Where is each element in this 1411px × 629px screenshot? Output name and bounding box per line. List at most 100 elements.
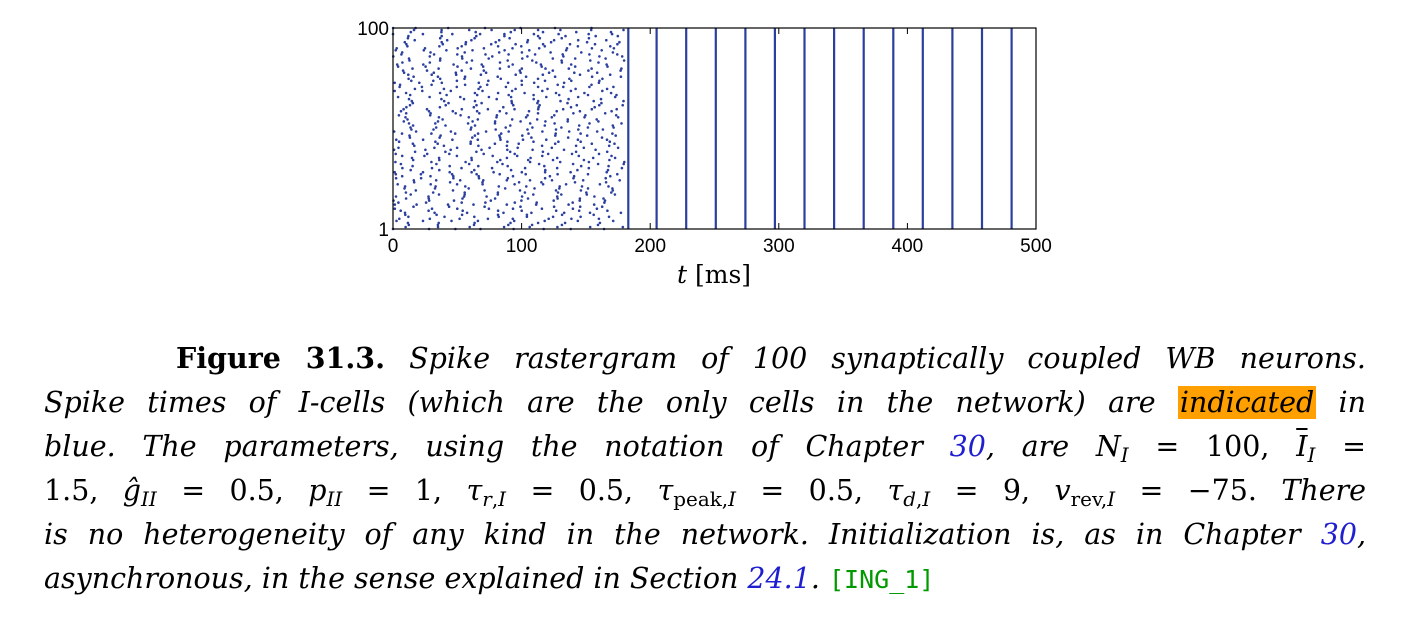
spike-dot	[460, 69, 464, 72]
spike-dot	[398, 85, 401, 89]
spike-dot	[430, 132, 433, 135]
spike-dot	[550, 146, 554, 150]
chapter-link[interactable]: 30	[949, 430, 986, 463]
spike-dot	[520, 51, 524, 54]
y-tick-label: 100	[357, 19, 389, 40]
chapter-link-2[interactable]: 30	[1320, 518, 1357, 551]
spike-dot	[557, 32, 560, 36]
spike-dot	[463, 193, 467, 196]
spike-dot	[518, 189, 522, 192]
spike-dot	[404, 213, 407, 217]
spike-dot	[578, 73, 582, 76]
spike-dot	[541, 154, 544, 158]
param-ni: NI = 100,	[1095, 430, 1270, 467]
spike-dot	[550, 179, 554, 182]
spike-dot	[603, 199, 607, 202]
spike-dot	[478, 112, 481, 115]
spike-dot	[559, 28, 562, 32]
spike-dot	[429, 183, 433, 186]
spike-dot	[469, 128, 473, 131]
spike-dot	[580, 185, 584, 188]
caption-text-5c: ,	[1356, 518, 1367, 551]
spike-dot	[548, 174, 552, 178]
spike-dot	[408, 103, 412, 107]
spike-dot	[525, 215, 529, 219]
spike-dot	[595, 71, 599, 74]
spike-dot	[567, 130, 571, 133]
spike-dot	[568, 42, 572, 46]
spike-dot	[572, 176, 575, 180]
spike-dot	[578, 199, 581, 202]
spike-dot	[611, 187, 614, 190]
spike-dot	[470, 126, 473, 129]
spike-dot	[424, 201, 428, 204]
spike-dot	[484, 130, 488, 133]
spike-dot	[575, 103, 579, 107]
spike-dot	[576, 138, 580, 141]
spike-dot	[615, 107, 618, 111]
spike-dot	[585, 40, 589, 44]
spike-dot	[499, 77, 503, 81]
spike-dot	[480, 63, 484, 66]
spike-dot	[476, 219, 480, 223]
spike-dot	[618, 179, 621, 182]
spike-dot	[554, 128, 558, 131]
spike-dot	[461, 209, 465, 212]
spike-dot	[427, 209, 430, 212]
spike-dot	[588, 85, 591, 89]
spike-dot	[597, 61, 600, 64]
spike-dot	[475, 172, 478, 176]
spike-dot	[605, 63, 608, 66]
spike-dot	[475, 109, 479, 113]
spike-dot	[523, 91, 526, 95]
caption-line-5: is no heterogeneity of any kind in the n…	[44, 513, 1366, 557]
spike-dot	[462, 195, 466, 198]
spike-dot	[466, 122, 470, 125]
spike-dot	[528, 122, 532, 125]
spike-dot	[600, 101, 603, 105]
spike-dot	[596, 162, 600, 166]
spike-dot	[514, 73, 517, 76]
spike-dot	[448, 170, 452, 174]
spike-dot	[472, 203, 475, 206]
spike-dot	[400, 174, 404, 178]
spike-dot	[504, 126, 508, 129]
spike-dot	[539, 63, 543, 66]
section-link[interactable]: 24.1	[747, 562, 811, 595]
spike-dot	[452, 174, 455, 178]
spike-dot	[422, 49, 426, 52]
spike-dot	[576, 95, 580, 99]
spike-dot	[587, 32, 590, 36]
spike-dot	[622, 99, 625, 103]
x-axis-unit: [ms]	[695, 260, 751, 289]
code-tag: [ING_1]	[829, 565, 935, 594]
spike-dot	[606, 168, 610, 172]
spike-dot	[570, 152, 574, 156]
spike-dot	[428, 114, 432, 117]
spike-dot	[555, 195, 559, 198]
spike-dot	[459, 114, 462, 117]
spike-dot	[475, 150, 478, 154]
spike-dot	[407, 77, 410, 81]
spike-dot	[573, 57, 577, 60]
spike-dot	[569, 105, 573, 109]
spike-dot	[479, 85, 482, 89]
caption-text-3a: blue. The parameters, using the notation…	[44, 430, 923, 463]
caption-text-5b: is no heterogeneity of any kind in the n…	[44, 518, 1301, 551]
spike-dot	[560, 61, 564, 64]
spike-dot	[526, 128, 529, 131]
spike-dot	[410, 99, 414, 103]
spike-dot	[428, 61, 432, 64]
spike-dot	[434, 179, 438, 182]
spike-dot	[569, 89, 573, 93]
spike-dot	[441, 42, 445, 46]
spike-dot	[430, 73, 434, 76]
spike-dot	[393, 207, 397, 210]
spike-dot	[411, 124, 415, 127]
spike-dot	[555, 166, 559, 170]
spike-dot	[434, 122, 437, 125]
spike-dot	[397, 201, 400, 204]
spike-dot	[394, 176, 398, 180]
spike-dot	[472, 223, 476, 227]
spike-dot	[455, 79, 459, 83]
